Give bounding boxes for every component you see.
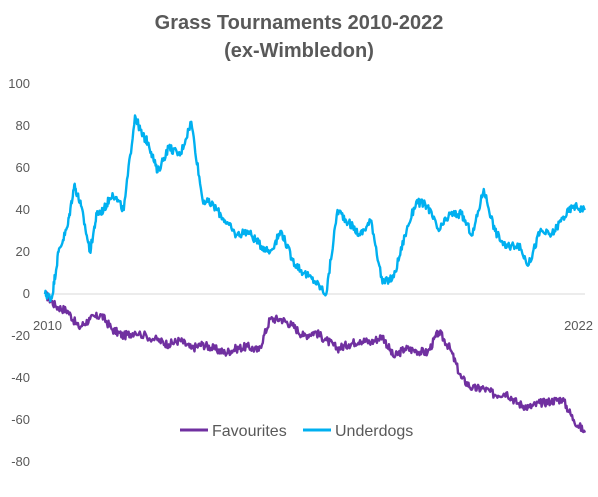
x-tick-label: 2010: [33, 318, 62, 333]
y-tick-label: 20: [16, 244, 30, 259]
legend-item-underdogs: Underdogs: [303, 423, 413, 440]
y-tick-label: -40: [11, 370, 30, 385]
series-lines: [43, 114, 587, 434]
legend-label: Favourites: [212, 423, 287, 440]
y-tick-label: -80: [11, 454, 30, 469]
y-tick-label: 60: [16, 160, 30, 175]
chart-subtitle: (ex-Wimbledon): [224, 40, 374, 62]
legend-label: Underdogs: [335, 423, 413, 440]
series-line-favourites: [43, 290, 587, 434]
y-tick-label: -60: [11, 412, 30, 427]
y-tick-label: 100: [8, 76, 30, 91]
y-tick-label: 80: [16, 118, 30, 133]
legend: Favourites Underdogs: [180, 423, 413, 440]
y-tick-label: -20: [11, 328, 30, 343]
x-tick-label: 2022: [564, 318, 593, 333]
x-axis-tick-labels: 2010 2022: [33, 318, 593, 333]
y-tick-label: 40: [16, 202, 30, 217]
legend-item-favourites: Favourites: [180, 423, 287, 440]
series-line-underdogs: [43, 114, 587, 303]
chart-title: Grass Tournaments 2010-2022: [154, 12, 444, 34]
y-axis-tick-labels: 100 80 60 40 20 0 -20 -40 -60 -80: [8, 76, 30, 469]
y-tick-label: 0: [23, 286, 30, 301]
